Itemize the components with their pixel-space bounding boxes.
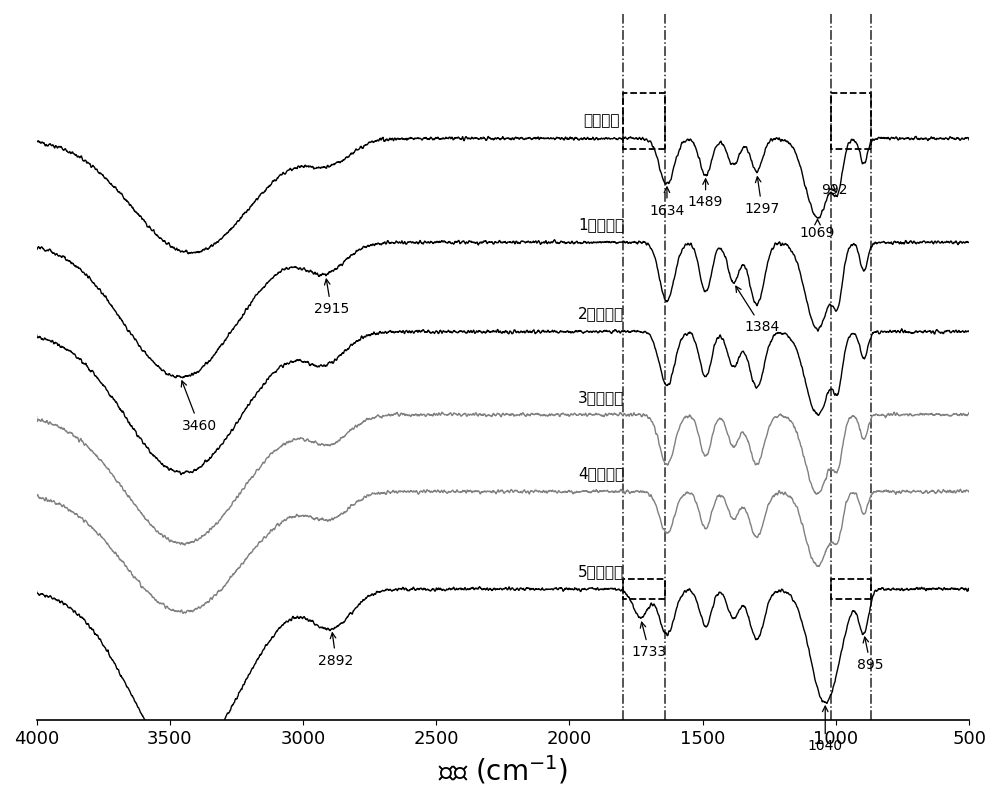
Text: 3倍乙二醉: 3倍乙二醉 [578,390,625,406]
Text: 5倍乙二醉: 5倍乙二醉 [578,564,624,579]
Text: 3460: 3460 [181,381,217,433]
Text: 1297: 1297 [744,177,780,216]
Text: 3443: 3443 [0,799,1,800]
Text: 1384: 1384 [736,286,779,334]
Text: 2892: 2892 [318,633,354,667]
Bar [831,578,871,599]
Text: 992: 992 [821,183,847,197]
Text: 1634: 1634 [649,187,685,218]
Text: 1040: 1040 [808,706,843,754]
Text: 1489: 1489 [688,179,723,210]
Text: 1733: 1733 [632,622,667,659]
Text: 2倍乙二醉: 2倍乙二醉 [578,306,624,321]
X-axis label: 波长 (cm$^{-1}$): 波长 (cm$^{-1}$) [438,754,568,786]
Text: 4倍乙二醉: 4倍乙二醉 [578,466,624,481]
Bar [831,93,871,149]
Text: 1倍乙二醉: 1倍乙二醉 [578,218,624,232]
Bar [623,93,665,149]
Bar [623,578,665,599]
Text: 895: 895 [857,637,884,672]
Text: 半纤维素: 半纤维素 [583,113,620,128]
Text: 2915: 2915 [314,279,349,316]
Text: 1069: 1069 [800,219,835,240]
